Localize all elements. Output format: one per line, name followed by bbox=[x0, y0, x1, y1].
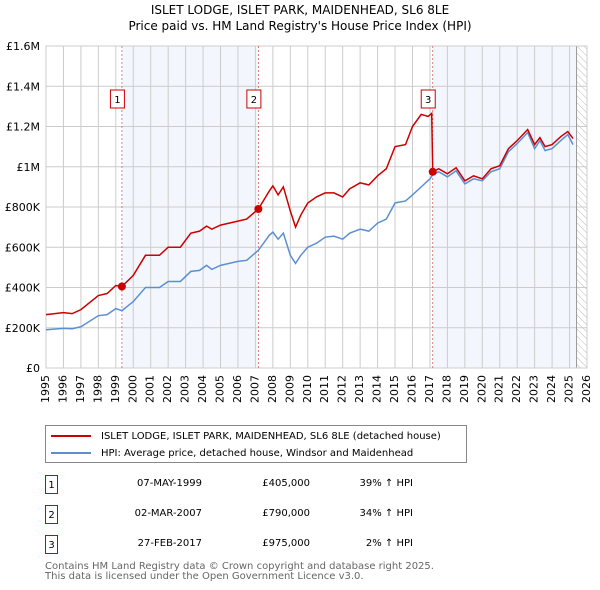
chart-title: ISLET LODGE, ISLET PARK, MAIDENHEAD, SL6… bbox=[150, 3, 450, 17]
sale-date: 02-MAR-2007 bbox=[134, 508, 202, 519]
sale-row: 3 27-FEB-2017 £975,000 2% ↑ HPI bbox=[45, 535, 445, 555]
footer-line-1: Contains HM Land Registry data © Crown c… bbox=[45, 561, 434, 572]
sale-date: 07-MAY-1999 bbox=[136, 478, 202, 489]
x-tick-label: 2009 bbox=[283, 375, 296, 403]
hpi-line bbox=[45, 131, 574, 331]
y-tick-label: £1M bbox=[17, 161, 41, 174]
sale-row: 1 07-MAY-1999 £405,000 39% ↑ HPI bbox=[45, 475, 445, 495]
x-tick-label: 2001 bbox=[144, 375, 157, 403]
sale-marker-badge: 1 bbox=[45, 475, 58, 494]
sale-price: £975,000 bbox=[262, 538, 310, 549]
sale-hpi-diff: 39% ↑ HPI bbox=[359, 478, 413, 489]
plot-frame bbox=[45, 45, 588, 369]
sale-label-box bbox=[420, 89, 436, 109]
x-tick-label: 2025 bbox=[563, 375, 576, 403]
sale-date: 27-FEB-2017 bbox=[137, 538, 202, 549]
x-tick-label: 2004 bbox=[196, 375, 209, 403]
x-tick-label: 2010 bbox=[301, 375, 314, 403]
y-tick-label: £0 bbox=[26, 362, 40, 375]
sale-marker-badge: 3 bbox=[45, 535, 58, 554]
sale-hpi-diff: 34% ↑ HPI bbox=[359, 508, 413, 519]
x-tick-label: 2007 bbox=[248, 375, 261, 403]
y-tick-label: £800K bbox=[5, 201, 41, 214]
x-tick-label: 1996 bbox=[56, 375, 69, 403]
sale-point bbox=[254, 205, 263, 214]
sale-label-box bbox=[246, 89, 262, 109]
sale-label: 2 bbox=[251, 95, 257, 106]
x-tick-label: 2006 bbox=[231, 375, 244, 403]
legend-blue-line bbox=[51, 452, 91, 454]
x-tick-label: 2002 bbox=[161, 375, 174, 403]
x-tick-label: 1999 bbox=[109, 375, 122, 403]
x-tick-label: 2014 bbox=[371, 375, 384, 403]
x-tick-label: 2005 bbox=[214, 375, 227, 403]
legend-red-line bbox=[51, 435, 91, 437]
x-tick-label: 2003 bbox=[179, 375, 192, 403]
price-chart: 1995 1996 1997 1998 1999 2000 2001 2002 2003 2004… bbox=[5, 40, 593, 403]
x-tick-label: 2008 bbox=[266, 375, 279, 403]
x-tick-label: 2016 bbox=[405, 375, 418, 403]
x-tick-label: 2000 bbox=[126, 375, 139, 403]
x-tick-label: 2013 bbox=[353, 375, 366, 403]
x-tick-label: 2026 bbox=[580, 375, 593, 403]
x-tick-label: 1997 bbox=[74, 375, 87, 403]
y-tick-label: £1.4M bbox=[6, 80, 40, 93]
footer: Contains HM Land Registry data © Crown c… bbox=[45, 562, 434, 582]
x-tick-label: 1998 bbox=[91, 375, 104, 403]
x-tick-label: 2021 bbox=[493, 375, 506, 403]
legend: ISLET LODGE, ISLET PARK, MAIDENHEAD, SL6… bbox=[45, 425, 467, 463]
footer-line-2: This data is licensed under the Open Gov… bbox=[45, 571, 364, 582]
x-tick-label: 2024 bbox=[545, 375, 558, 403]
y-tick-label: £1.2M bbox=[6, 121, 40, 134]
sale-label: 3 bbox=[425, 95, 431, 106]
x-tick-label: 2023 bbox=[528, 375, 541, 403]
sale-label-box bbox=[109, 89, 125, 109]
sale-price: £790,000 bbox=[262, 508, 310, 519]
x-tick-label: 2011 bbox=[318, 375, 331, 403]
legend-property: ISLET LODGE, ISLET PARK, MAIDENHEAD, SL6… bbox=[101, 430, 441, 442]
x-tick-label: 2022 bbox=[510, 375, 523, 403]
x-tick-label: 2019 bbox=[458, 375, 471, 403]
sale-marker-badge: 2 bbox=[45, 505, 58, 524]
chart-subtitle: Price paid vs. HM Land Registry's House … bbox=[128, 19, 472, 33]
legend-hpi: HPI: Average price, detached house, Wind… bbox=[101, 447, 414, 459]
sale-point bbox=[428, 167, 437, 176]
x-tick-label: 2018 bbox=[440, 375, 453, 403]
sale-row: 2 02-MAR-2007 £790,000 34% ↑ HPI bbox=[45, 505, 445, 525]
sale-label: 1 bbox=[114, 95, 120, 106]
property-price-line bbox=[45, 111, 574, 316]
y-tick-label: £200K bbox=[5, 322, 41, 335]
y-tick-label: £600K bbox=[5, 241, 41, 254]
sale-point bbox=[117, 282, 126, 291]
x-tick-label: 2020 bbox=[475, 375, 488, 403]
sale-price: £405,000 bbox=[262, 478, 310, 489]
y-tick-label: £400K bbox=[5, 282, 41, 295]
sale-hpi-diff: 2% ↑ HPI bbox=[365, 538, 413, 549]
y-tick-label: £1.6M bbox=[6, 40, 40, 53]
x-tick-label: 2015 bbox=[388, 375, 401, 403]
x-tick-label: 1995 bbox=[39, 375, 52, 403]
x-tick-label: 2012 bbox=[336, 375, 349, 403]
x-tick-label: 2017 bbox=[423, 375, 436, 403]
